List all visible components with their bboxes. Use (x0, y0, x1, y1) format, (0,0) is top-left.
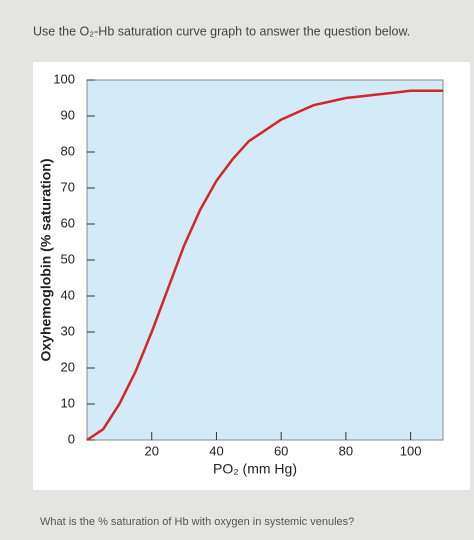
y-tick-label: 10 (61, 395, 75, 410)
x-tick-label: 60 (274, 443, 288, 458)
y-tick-label: 90 (61, 107, 75, 122)
plot-area (86, 79, 444, 441)
y-tick-label: 0 (68, 431, 75, 446)
y-tick-label: 70 (61, 179, 75, 194)
y-tick-label: 60 (61, 215, 75, 230)
y-tick-label: 30 (61, 323, 75, 338)
x-tick-label: 100 (400, 443, 422, 458)
x-tick-label: 40 (209, 443, 223, 458)
x-axis-label: PO₂ (mm Hg) (213, 461, 297, 477)
y-tick-label: 40 (61, 287, 75, 302)
x-tick-label: 80 (339, 443, 353, 458)
data-line (86, 89, 443, 442)
y-axis-label: Oxyhemoglobin (% saturation) (38, 158, 54, 361)
x-tick-label: 20 (144, 443, 158, 458)
question-text: What is the % saturation of Hb with oxyg… (40, 516, 354, 528)
y-tick-label: 50 (61, 251, 75, 266)
header-text: Use the O₂-Hb saturation curve graph to … (33, 24, 410, 38)
y-tick-label: 20 (61, 359, 75, 374)
y-tick-label: 100 (53, 71, 75, 86)
y-tick-label: 80 (61, 143, 75, 158)
